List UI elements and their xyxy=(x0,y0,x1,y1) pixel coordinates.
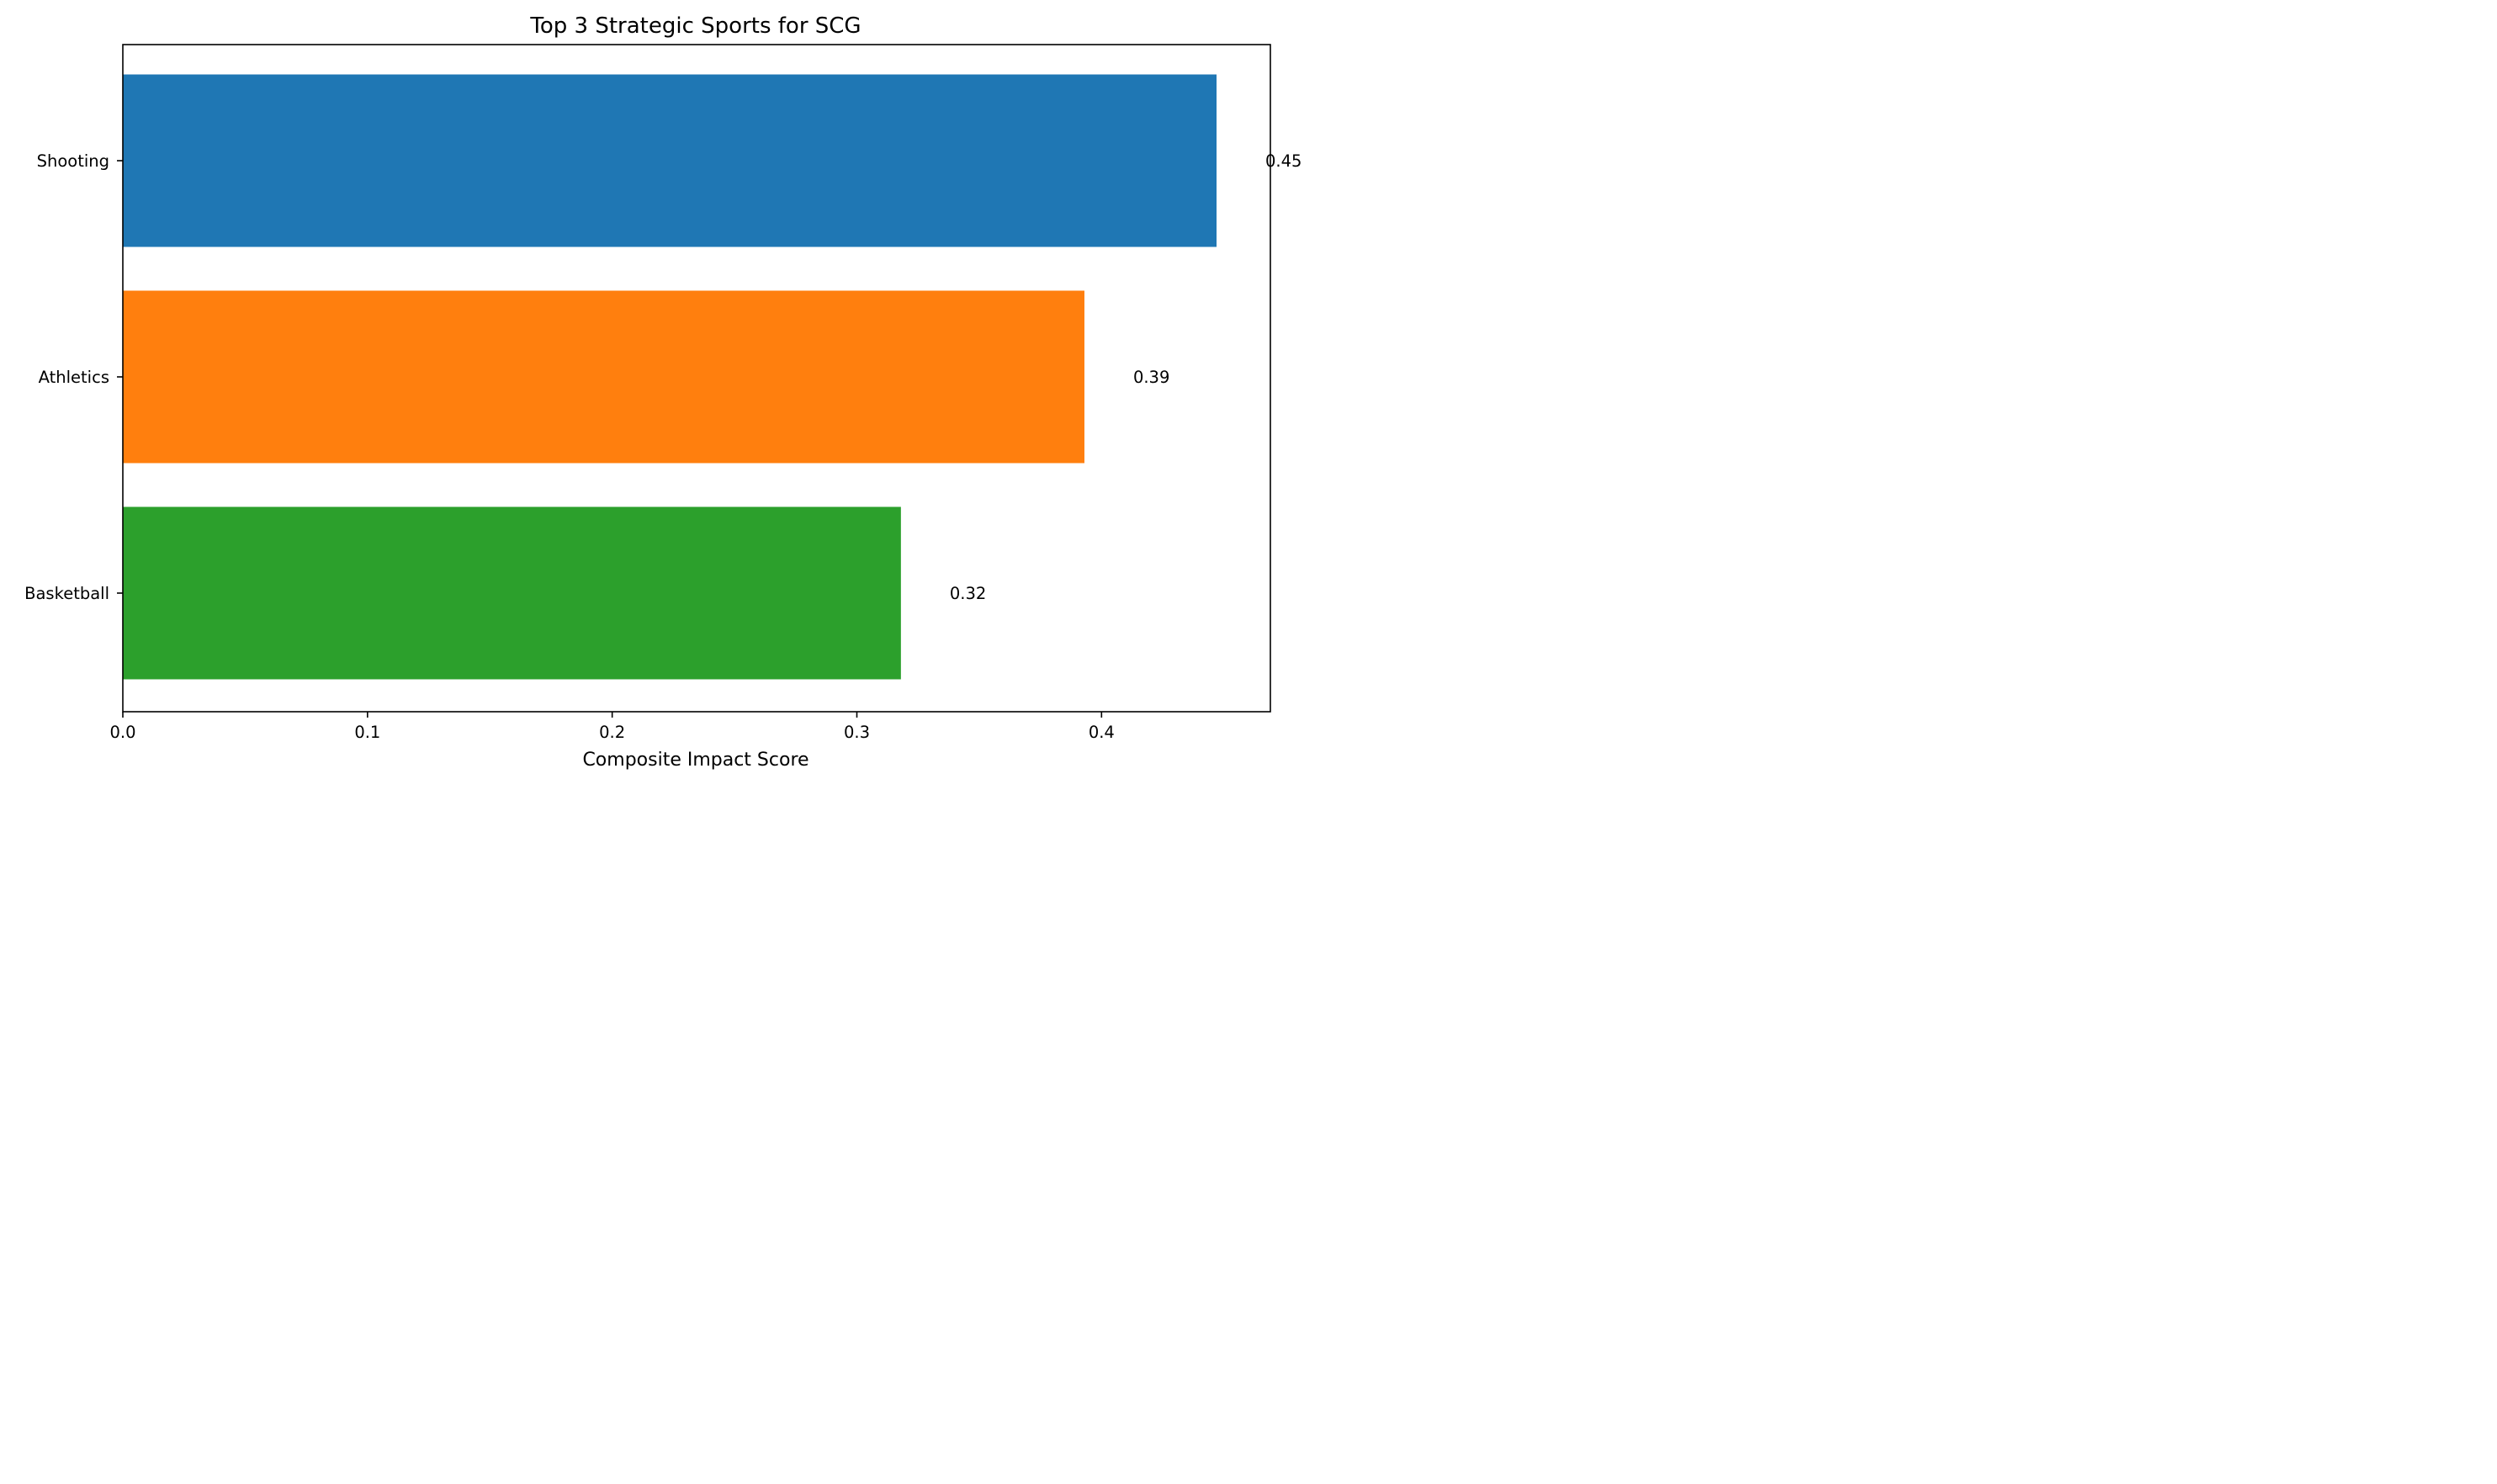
bar-athletics xyxy=(123,290,1084,464)
y-axis: Shooting Athletics Basketball xyxy=(24,151,123,603)
bar-chart: Top 3 Strategic Sports for SCG 0.450.390… xyxy=(24,13,1302,771)
data-label-shooting: 0.45 xyxy=(1265,151,1302,171)
plot-frame xyxy=(122,44,1271,713)
bar-shooting xyxy=(123,74,1217,247)
y-tick-label-basketball: Basketball xyxy=(24,584,109,603)
data-label-basketball: 0.32 xyxy=(950,584,986,603)
x-axis-label: Composite Impact Score xyxy=(582,750,808,771)
data-labels-group: 0.45 0.39 0.32 xyxy=(950,151,1302,603)
x-tick-label-2: 0.2 xyxy=(599,723,625,742)
y-tick-label-shooting: Shooting xyxy=(37,151,109,171)
bar-basketball xyxy=(123,506,901,680)
x-tick-label-3: 0.3 xyxy=(844,723,870,742)
x-tick-label-1: 0.1 xyxy=(354,723,380,742)
y-tick-label-athletics: Athletics xyxy=(39,368,109,387)
bars-group xyxy=(123,74,1217,680)
data-label-athletics: 0.39 xyxy=(1133,368,1169,387)
x-tick-label-4: 0.4 xyxy=(1089,723,1115,742)
x-axis: 0.0 0.1 0.2 0.3 0.4 xyxy=(109,712,1115,742)
chart-title: Top 3 Strategic Sports for SCG xyxy=(529,13,861,39)
x-tick-label-0: 0.0 xyxy=(109,723,135,742)
